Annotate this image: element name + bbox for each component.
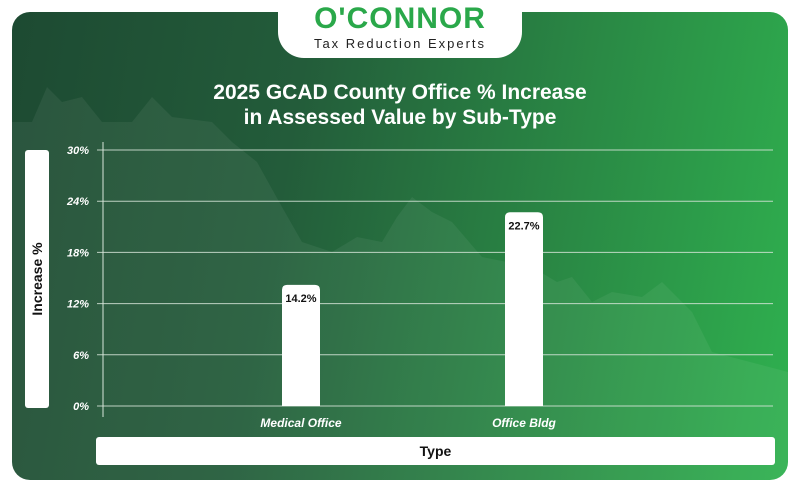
logo-name: O'CONNOR [314,2,486,35]
x-axis-label: Type [96,437,775,465]
chart-card [12,12,788,480]
logo: O'CONNOR Tax Reduction Experts [278,0,522,58]
y-tick-label: 18% [67,247,89,259]
y-tick-label: 30% [67,145,89,157]
bar-value-label: 14.2% [285,293,316,305]
x-tick-label: Medical Office [260,416,341,430]
y-tick-label: 24% [66,196,89,208]
background-hills-decoration [12,87,788,480]
chart-title-line-1: 2025 GCAD County Office % Increase [213,81,587,104]
x-tick-label: Office Bldg [492,416,556,430]
y-tick-label: 0% [73,401,89,413]
chart-title: 2025 GCAD County Office % Increase in As… [0,80,800,130]
logo-tagline: Tax Reduction Experts [313,36,487,51]
chart-title-line-2: in Assessed Value by Sub-Type [243,106,557,129]
bar-value-label: 22.7% [508,220,539,232]
bar [282,284,320,406]
bar [505,212,543,406]
y-tick-label: 6% [73,350,89,362]
y-tick-label: 12% [67,299,89,311]
y-axis-label-box [25,150,49,408]
